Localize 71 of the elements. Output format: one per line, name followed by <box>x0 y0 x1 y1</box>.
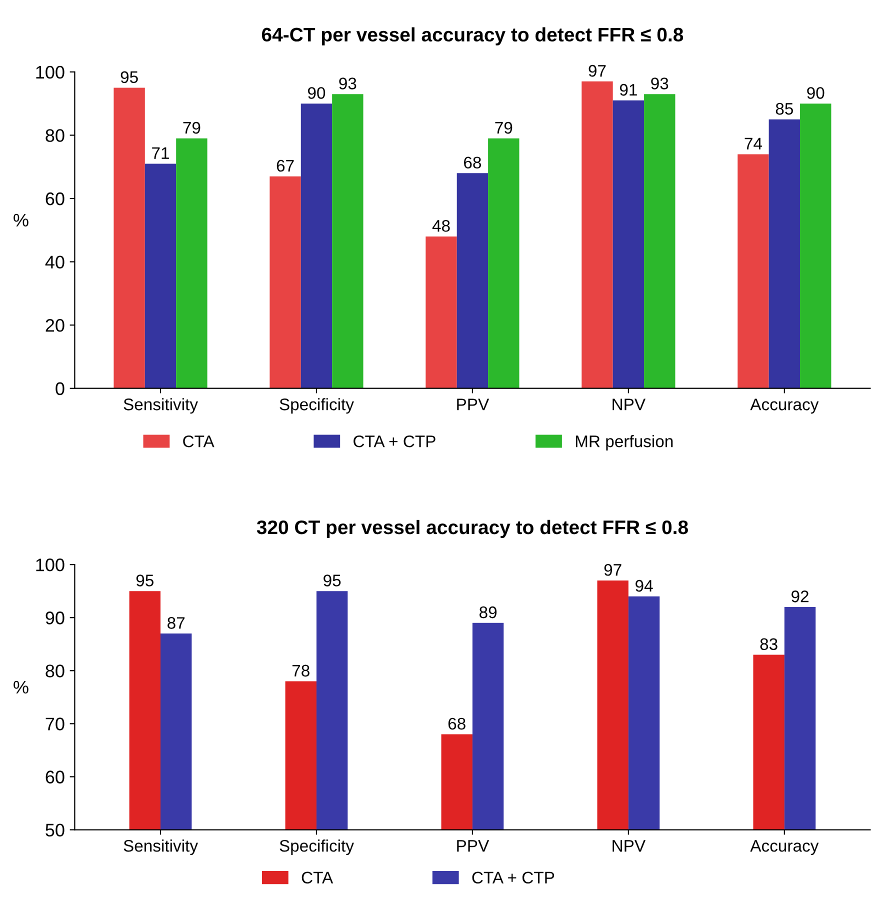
legend-label: CTA <box>183 435 214 448</box>
data-label: 48 <box>432 220 450 232</box>
legend-label: CTA <box>302 872 334 884</box>
data-label: 67 <box>276 160 294 172</box>
x-tick-label: Sensitivity <box>124 398 198 414</box>
data-label: 78 <box>292 664 310 677</box>
data-label: 97 <box>604 564 622 576</box>
bar <box>800 104 832 388</box>
y-axis-title: % <box>14 214 28 227</box>
bar <box>644 94 676 388</box>
chart-title: 64-CT per vessel accuracy to detect FFR ≤ 0.8 <box>262 27 684 46</box>
data-label: 83 <box>760 638 778 650</box>
bar <box>270 176 301 388</box>
bar <box>144 164 176 388</box>
x-tick-label: NPV <box>612 840 646 852</box>
y-tick-label: 80 <box>46 129 64 142</box>
data-label: 93 <box>339 78 356 90</box>
bar <box>114 88 145 388</box>
data-label: 87 <box>168 617 185 629</box>
y-tick-label: 60 <box>46 770 64 784</box>
y-tick-label: 0 <box>56 382 64 396</box>
bar <box>426 236 457 388</box>
data-label: 90 <box>308 87 326 99</box>
bar <box>300 104 332 388</box>
bar <box>612 100 644 388</box>
bar <box>738 154 769 388</box>
y-tick-label: 50 <box>46 824 64 836</box>
data-label: 97 <box>588 64 606 77</box>
data-label: 71 <box>152 147 169 159</box>
data-label: 91 <box>620 84 637 96</box>
data-label: 68 <box>464 156 482 168</box>
data-label: 95 <box>324 574 341 586</box>
bar <box>768 119 800 388</box>
data-label: 85 <box>776 102 793 115</box>
y-tick-label: 70 <box>46 718 64 730</box>
y-axis-title: % <box>14 680 28 694</box>
y-tick-label: 100 <box>36 66 64 79</box>
bar <box>456 173 488 388</box>
bar <box>176 138 208 388</box>
y-tick-label: 90 <box>46 612 64 624</box>
data-label: 89 <box>480 606 497 618</box>
data-label: 92 <box>792 590 808 602</box>
y-tick-label: 80 <box>46 664 64 678</box>
bar <box>488 138 520 388</box>
bar <box>332 94 364 388</box>
x-tick-label: Accuracy <box>750 398 819 414</box>
data-label: 74 <box>744 138 762 150</box>
data-label: 68 <box>448 718 466 730</box>
y-tick-label: 100 <box>36 558 64 572</box>
data-label: 79 <box>183 122 200 134</box>
x-tick-label: NPV <box>612 398 646 410</box>
y-tick-label: 40 <box>45 256 64 269</box>
bar <box>582 81 613 388</box>
data-label: 94 <box>636 580 653 592</box>
y-tick-label: 60 <box>46 192 64 206</box>
data-label: 95 <box>136 574 154 586</box>
x-tick-label: Specificity <box>280 398 354 414</box>
x-tick-label: Accuracy <box>750 840 819 856</box>
y-tick-label: 20 <box>46 319 64 332</box>
legend-label: CTA + CTP <box>472 872 554 884</box>
x-tick-label: PPV <box>457 840 490 852</box>
data-label: 79 <box>495 122 512 134</box>
x-tick-label: PPV <box>457 398 490 410</box>
x-tick-label: Specificity <box>280 840 354 856</box>
legend-label: CTA + CTP <box>354 435 436 448</box>
x-tick-label: Sensitivity <box>124 840 198 856</box>
data-label: 93 <box>651 78 668 90</box>
data-label: 95 <box>120 71 138 84</box>
data-label: 90 <box>807 87 824 99</box>
legend-label: MR perfusion <box>576 435 673 451</box>
chart-title: 320 CT per vessel accuracy to detect FFR ≤ 0.8 <box>256 520 688 538</box>
